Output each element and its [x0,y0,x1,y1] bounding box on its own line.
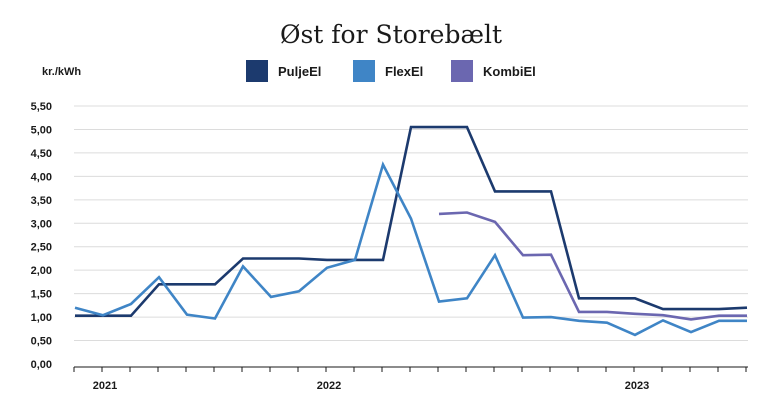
legend-swatch-flexel [353,60,375,82]
chart-title: Øst for Storebælt [279,20,503,49]
series-line-kombiel [438,211,747,321]
legend-label-kombiel: KombiEl [483,63,536,79]
y-tick-label: 3,00 [31,218,52,230]
legend-swatch-kombiel [451,60,473,82]
y-tick-label: 2,50 [31,242,52,254]
y-tick-label: 2,00 [31,265,52,277]
series-line-flexel [74,161,747,337]
legend-item-kombiel: KombiEl [451,60,536,82]
legend-item-flexel: FlexEl [353,60,423,82]
legend-swatch-puljeel [246,60,268,82]
x-year-label: 2022 [317,380,341,392]
y-tick-label: 0,50 [31,336,52,348]
y-tick-label: 0,00 [31,359,52,371]
legend-label-puljeel: PuljeEl [278,63,322,79]
y-tick-label: 5,00 [31,124,52,136]
x-year-label: 2021 [93,380,117,392]
legend-label-flexel: FlexEl [385,63,424,79]
y-tick-label: 4,00 [31,171,52,183]
series-line-puljeel [75,125,748,317]
y-tick-label: 4,50 [31,148,52,160]
y-axis-unit-label: kr./kWh [42,66,82,78]
x-year-label: 2023 [625,380,649,392]
y-tick-label: 1,00 [31,312,52,324]
y-tick-label: 1,50 [31,289,52,301]
y-tick-label: 3,50 [31,195,52,207]
y-tick-label: 5,50 [31,101,52,113]
legend-item-puljeel: PuljeEl [246,60,321,82]
